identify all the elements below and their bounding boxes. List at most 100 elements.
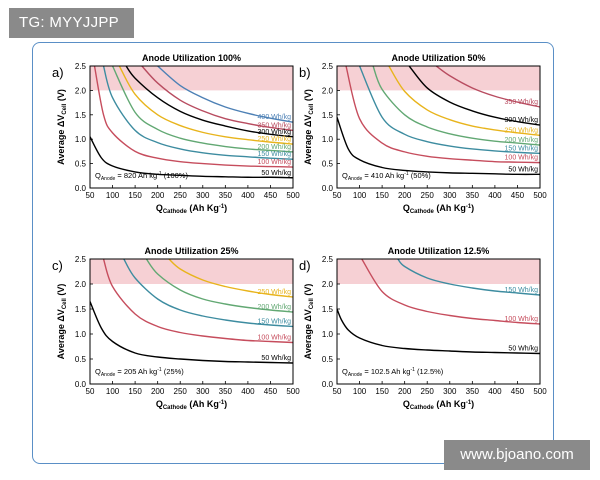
x-tick-label: 200 (398, 387, 412, 396)
x-tick-label: 400 (241, 191, 255, 200)
series-label: 400 Wh/kg (258, 114, 292, 121)
chart-panel-4: Anode Utilization 12.5% d) 150 Wh/kg 100 Wh… (299, 246, 547, 411)
series-label: 100 Wh/kg (258, 159, 292, 166)
y-tick-label: 0.5 (75, 160, 87, 169)
series-line-350-wh-kg (141, 66, 293, 132)
y-tick-label: 1.0 (322, 135, 334, 144)
series-line-150-wh-kg (397, 259, 540, 296)
y-axis-label: Average ΔVCell (V) (56, 89, 68, 165)
series-label: 50 Wh/kg (508, 166, 538, 173)
y-axis-label: Average ΔVCell (V) (303, 89, 315, 165)
x-tick-label: 50 (86, 387, 95, 396)
series-label: 50 Wh/kg (508, 346, 538, 353)
y-tick-label: 1.0 (75, 330, 87, 339)
x-tick-label: 250 (174, 387, 188, 396)
x-tick-label: 150 (128, 387, 142, 396)
x-tick-label: 150 (375, 387, 389, 396)
x-tick-label: 400 (488, 191, 502, 200)
x-tick-label: 300 (196, 191, 210, 200)
y-tick-label: 0.0 (75, 184, 87, 193)
series-line-350-wh-kg (435, 66, 540, 108)
chart-title: Anode Utilization 12.5% (388, 246, 490, 256)
shaded-region (337, 66, 540, 91)
x-tick-label: 50 (333, 387, 342, 396)
watermark-top: TG: MYYJJPP (9, 8, 134, 38)
series-group (90, 66, 293, 179)
series-label: 50 Wh/kg (261, 170, 291, 177)
x-tick-label: 200 (151, 387, 165, 396)
shaded-region (90, 259, 293, 284)
series-label: 100 Wh/kg (258, 335, 292, 342)
series-line-200-wh-kg (372, 66, 540, 146)
series-label: 150 Wh/kg (258, 319, 292, 326)
y-tick-label: 1.5 (75, 111, 87, 120)
series-line-50-wh-kg (90, 301, 293, 364)
x-tick-label: 450 (264, 191, 278, 200)
y-tick-label: 2.5 (322, 62, 334, 71)
y-axis-label: Average ΔVCell (V) (56, 284, 68, 360)
y-tick-label: 0.0 (322, 184, 334, 193)
chart-title: Anode Utilization 25% (144, 246, 238, 256)
x-tick-label: 500 (533, 387, 547, 396)
x-tick-label: 150 (375, 191, 389, 200)
x-tick-label: 300 (443, 191, 457, 200)
x-tick-label: 50 (333, 191, 342, 200)
series-label: 300 Wh/kg (258, 129, 292, 136)
plot-frame (89, 65, 294, 189)
series-label: 350 Wh/kg (505, 99, 539, 106)
series-line-150-wh-kg (102, 66, 293, 160)
series-line-100-wh-kg (93, 66, 293, 168)
series-line-100-wh-kg (361, 259, 540, 325)
series-line-300-wh-kg (408, 66, 540, 126)
series-label: 250 Wh/kg (258, 136, 292, 143)
x-tick-label: 350 (219, 387, 233, 396)
y-tick-label: 1.0 (75, 135, 87, 144)
series-line-50-wh-kg (337, 117, 540, 176)
chart-title: Anode Utilization 50% (391, 53, 485, 63)
y-tick-label: 1.5 (322, 111, 334, 120)
series-label: 250 Wh/kg (258, 289, 292, 296)
series-label: 300 Wh/kg (505, 117, 539, 124)
y-tick-label: 0.0 (322, 380, 334, 389)
plot-frame (336, 258, 541, 385)
x-tick-label: 300 (196, 387, 210, 396)
x-tick-label: 100 (106, 387, 120, 396)
y-tick-label: 1.5 (75, 305, 87, 314)
chart-title: Anode Utilization 100% (142, 53, 241, 63)
x-tick-label: 100 (106, 191, 120, 200)
x-tick-label: 450 (511, 191, 525, 200)
panel-label: d) (299, 258, 311, 273)
y-tick-label: 2.0 (322, 280, 334, 289)
x-tick-label: 400 (241, 387, 255, 396)
x-tick-label: 450 (264, 387, 278, 396)
x-tick-label: 250 (421, 191, 435, 200)
chart-panel-2: Anode Utilization 50% b) 350 Wh/kg 300 Wh/k… (299, 53, 547, 215)
chart-panel-3: Anode Utilization 25% c) 250 Wh/kg 200 Wh/k… (52, 246, 300, 411)
y-tick-label: 2.0 (75, 280, 87, 289)
series-line-50-wh-kg (337, 308, 540, 355)
series-label: 50 Wh/kg (261, 355, 291, 362)
y-tick-label: 0.5 (322, 160, 334, 169)
series-line-200-wh-kg (145, 259, 293, 313)
series-line-250-wh-kg (388, 66, 540, 136)
x-axis-label: QCathode (Ah Kg-1) (403, 203, 474, 215)
panel-label: b) (299, 65, 311, 80)
x-tick-label: 500 (533, 191, 547, 200)
watermark-bottom: www.bjoano.com (444, 440, 590, 470)
shaded-region (90, 66, 293, 91)
y-tick-label: 1.5 (322, 305, 334, 314)
y-axis-label: Average ΔVCell (V) (303, 284, 315, 360)
y-tick-label: 2.5 (75, 62, 87, 71)
plot-frame (336, 65, 541, 189)
y-tick-label: 2.5 (75, 255, 87, 264)
series-line-100-wh-kg (102, 259, 293, 344)
series-label: 150 Wh/kg (505, 145, 539, 152)
series-line-50-wh-kg (90, 136, 293, 179)
x-tick-label: 100 (353, 387, 367, 396)
anode-annotation: QAnode = 205 Ah kg-1 (25%) (95, 367, 184, 378)
x-tick-label: 350 (466, 191, 480, 200)
series-line-400-wh-kg (157, 66, 293, 123)
series-label: 150 Wh/kg (258, 151, 292, 158)
x-tick-label: 350 (466, 387, 480, 396)
